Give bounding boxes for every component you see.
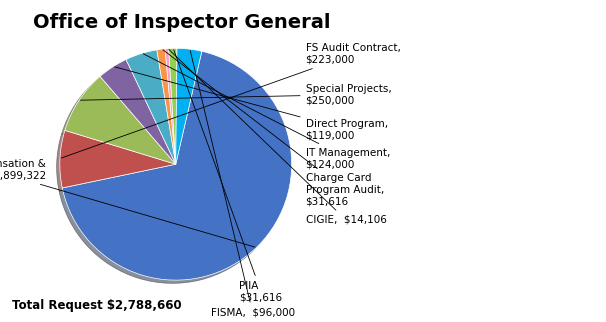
Text: FS Audit Contract,
$223,000: FS Audit Contract, $223,000 [61, 43, 401, 158]
Text: Total Request $2,788,660: Total Request $2,788,660 [12, 299, 182, 312]
Wedge shape [176, 48, 202, 164]
Wedge shape [62, 51, 291, 280]
Text: CIGIE,  $14,106: CIGIE, $14,106 [169, 49, 387, 225]
Text: Compensation &
Benefits, $1,899,322: Compensation & Benefits, $1,899,322 [0, 159, 255, 247]
Text: FISMA,  $96,000: FISMA, $96,000 [190, 51, 295, 317]
Wedge shape [100, 60, 176, 164]
Wedge shape [60, 130, 176, 188]
Wedge shape [65, 76, 176, 164]
Wedge shape [157, 49, 176, 164]
Text: Direct Program,
$119,000: Direct Program, $119,000 [115, 67, 388, 140]
Wedge shape [165, 49, 176, 164]
Text: Charge Card
Program Audit,
$31,616: Charge Card Program Audit, $31,616 [163, 50, 384, 206]
Text: PIIA
$31,616: PIIA $31,616 [174, 50, 282, 303]
Wedge shape [168, 48, 177, 164]
Text: IT Management,
$124,000: IT Management, $124,000 [143, 54, 390, 169]
Wedge shape [126, 50, 176, 164]
Text: Special Projects,
$250,000: Special Projects, $250,000 [81, 84, 391, 106]
Text: Office of Inspector General: Office of Inspector General [33, 13, 330, 32]
